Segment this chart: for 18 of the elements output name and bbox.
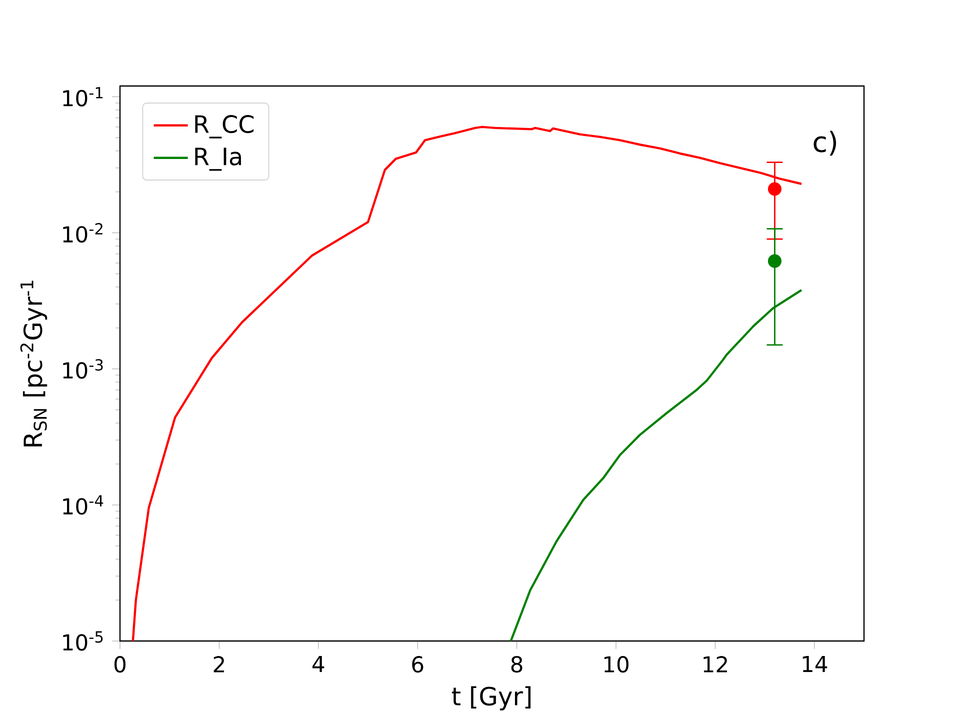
- legend-label: R_Ia: [195, 148, 241, 171]
- annotation: c): [814, 130, 836, 156]
- y-tick-label: 10$^{-1}$: [63, 87, 103, 106]
- x-tick-label: 8: [511, 656, 522, 673]
- x-tick-label: 0: [114, 656, 126, 673]
- y-tick-label: 10$^{-3}$: [63, 359, 103, 379]
- x-tick-label: 2: [214, 656, 224, 672]
- legend-label: R_CC: [195, 115, 254, 138]
- x-tick-label: 6: [412, 656, 424, 673]
- x-tick-label: 14: [802, 656, 828, 672]
- y-tick-label: 10$^{-5}$: [63, 631, 103, 651]
- y-axis-title: R$_{SN}$ [pc$^{-2}$Gyr$^{-1}$: [20, 280, 48, 446]
- x-tick-label: 12: [704, 656, 727, 672]
- x-tick-label: 4: [312, 656, 324, 672]
- x-tick-label: 10: [604, 656, 628, 673]
- y-tick-label: 10$^{-2}$: [63, 223, 102, 243]
- y-tick-label: 10$^{-4}$: [63, 495, 104, 515]
- x-axis-title: t [Gyr]: [452, 686, 531, 710]
